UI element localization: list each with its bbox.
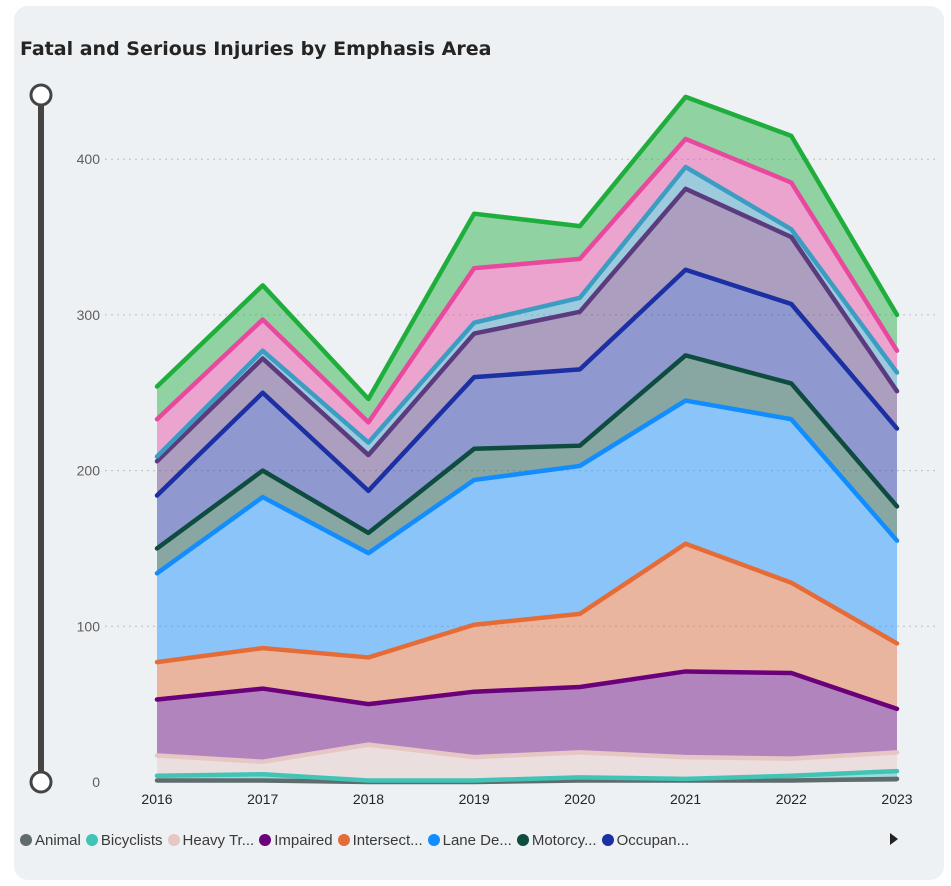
legend-item[interactable]: Lane De... xyxy=(427,831,512,849)
area-intersection xyxy=(157,543,897,709)
legend-label: Bicyclists xyxy=(100,831,163,849)
area-young-drivers xyxy=(157,96,897,423)
legend-item[interactable]: Animal xyxy=(20,832,81,849)
y-tick-label: 0 xyxy=(92,774,100,790)
x-tick-label: 2016 xyxy=(141,791,172,807)
x-tick-label: 2018 xyxy=(353,791,384,807)
line-older-drivers xyxy=(154,186,900,464)
legend-dot-icon xyxy=(601,834,614,846)
legend-label: Intersect... xyxy=(352,831,423,849)
x-tick-label: 2017 xyxy=(247,791,278,807)
line-pedestrians xyxy=(154,164,900,459)
y-tick-label: 100 xyxy=(77,618,101,634)
area-speeding xyxy=(157,138,897,457)
area-lane-departure xyxy=(157,400,897,663)
legend-next-arrow-icon[interactable] xyxy=(890,833,898,845)
legend-item[interactable]: Intersect... xyxy=(337,831,423,849)
area-impaired xyxy=(157,671,897,762)
line-intersection xyxy=(154,541,900,665)
x-tick-label: 2023 xyxy=(881,791,912,807)
legend-label: Impaired xyxy=(274,831,333,849)
legend-dot-icon xyxy=(516,834,529,846)
y-tick-label: 300 xyxy=(77,307,101,323)
line-motorcycle xyxy=(154,353,900,551)
line-animal xyxy=(154,776,900,785)
x-tick-label: 2021 xyxy=(670,791,701,807)
legend-dot-icon xyxy=(427,834,440,846)
legend-item[interactable]: Motorcy... xyxy=(516,831,597,849)
legend-dot-icon xyxy=(85,834,98,846)
x-tick-label: 2020 xyxy=(564,791,595,807)
legend-dot-icon xyxy=(20,834,32,846)
legend-dot-icon xyxy=(259,834,272,846)
chart-title: Fatal and Serious Injuries by Emphasis A… xyxy=(20,38,492,60)
line-speeding xyxy=(154,136,900,425)
legend-label: Lane De... xyxy=(442,831,512,849)
legend-item[interactable]: Heavy Tr... xyxy=(167,831,255,849)
x-tick-label: 2019 xyxy=(459,791,490,807)
y-tick-label: 400 xyxy=(77,151,101,167)
legend-dot-icon xyxy=(167,834,180,846)
y-tick-label: 200 xyxy=(77,463,101,479)
line-heavy-trucks xyxy=(154,742,900,765)
legend-label: Occupan... xyxy=(616,831,690,849)
x-tick-label: 2022 xyxy=(776,791,807,807)
area-pedestrians xyxy=(157,166,897,462)
legend-label: Motorcy... xyxy=(531,831,597,849)
line-occupant-protection xyxy=(154,267,900,498)
legend-label: Animal xyxy=(35,831,81,849)
area-older-drivers xyxy=(157,188,897,496)
legend-dot-icon xyxy=(337,834,350,846)
range-slider-bottom-handle[interactable] xyxy=(29,770,53,794)
area-occupant-protection xyxy=(157,269,897,549)
legend-item[interactable]: Occupan... xyxy=(601,831,690,849)
line-bicyclists xyxy=(154,768,900,783)
chart-legend: Animal Bicyclists Heavy Tr... Impaired Inter… xyxy=(20,826,930,854)
range-slider-top-handle[interactable] xyxy=(29,83,53,107)
legend-item[interactable]: Impaired xyxy=(259,831,333,849)
line-impaired xyxy=(154,669,900,712)
legend-label: Heavy Tr... xyxy=(182,831,255,849)
line-lane-departure xyxy=(154,398,900,576)
line-young-drivers xyxy=(154,94,900,402)
legend-item[interactable]: Bicyclists xyxy=(85,831,163,849)
area-heavy-trucks xyxy=(157,744,897,781)
